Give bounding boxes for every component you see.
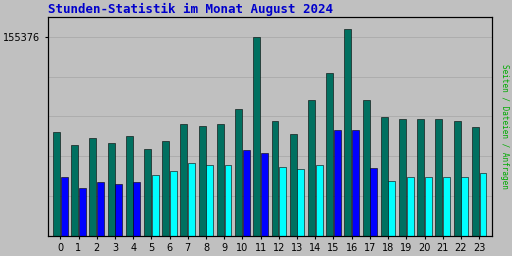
- Bar: [53, 132, 60, 236]
- Bar: [199, 126, 206, 236]
- Bar: [407, 177, 414, 236]
- Bar: [308, 100, 315, 236]
- Bar: [170, 171, 177, 236]
- Bar: [217, 124, 224, 236]
- Bar: [389, 181, 395, 236]
- Bar: [71, 145, 78, 236]
- Bar: [326, 73, 333, 236]
- Bar: [60, 177, 68, 236]
- Bar: [297, 169, 304, 236]
- Bar: [279, 167, 286, 236]
- Bar: [461, 177, 468, 236]
- Bar: [399, 119, 406, 236]
- Bar: [352, 130, 359, 236]
- Bar: [108, 143, 115, 236]
- Bar: [362, 100, 370, 236]
- Bar: [243, 150, 250, 236]
- Bar: [472, 127, 479, 236]
- Bar: [381, 117, 388, 236]
- Bar: [334, 130, 341, 236]
- Bar: [480, 173, 486, 236]
- Bar: [271, 121, 279, 236]
- Bar: [417, 119, 424, 236]
- Bar: [206, 165, 214, 236]
- Bar: [79, 188, 86, 236]
- Bar: [435, 119, 442, 236]
- Bar: [126, 136, 133, 236]
- Bar: [253, 37, 260, 236]
- Bar: [97, 182, 104, 236]
- Bar: [152, 175, 159, 236]
- Bar: [162, 141, 169, 236]
- Bar: [443, 177, 450, 236]
- Bar: [225, 165, 231, 236]
- Bar: [235, 109, 242, 236]
- Bar: [181, 124, 187, 236]
- Bar: [261, 153, 268, 236]
- Bar: [370, 168, 377, 236]
- Bar: [144, 149, 151, 236]
- Bar: [454, 121, 461, 236]
- Bar: [315, 165, 323, 236]
- Bar: [290, 134, 296, 236]
- Y-axis label: Seiten / Dateien / Anfragen: Seiten / Dateien / Anfragen: [500, 64, 509, 189]
- Bar: [115, 184, 122, 236]
- Bar: [345, 29, 351, 236]
- Text: Stunden-Statistik im Monat August 2024: Stunden-Statistik im Monat August 2024: [48, 3, 332, 16]
- Bar: [188, 163, 195, 236]
- Bar: [425, 177, 432, 236]
- Bar: [134, 182, 140, 236]
- Bar: [90, 138, 96, 236]
